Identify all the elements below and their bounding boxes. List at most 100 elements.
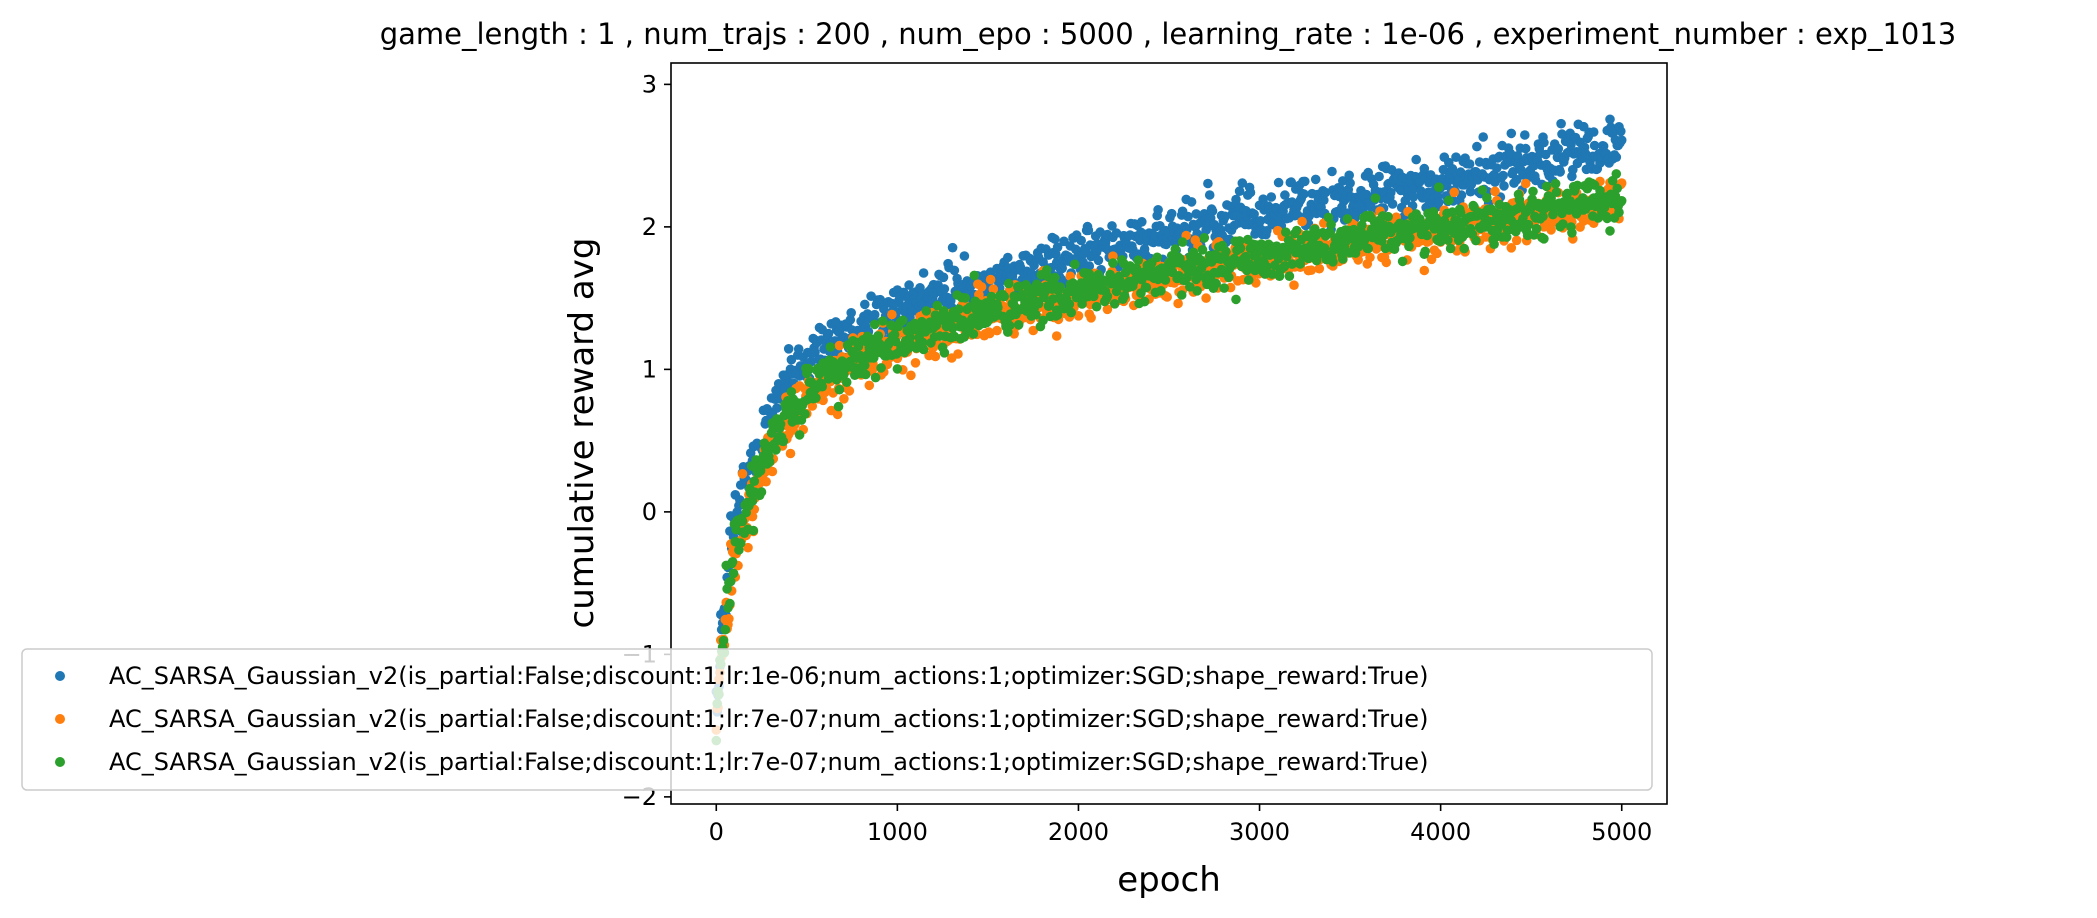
- data-point: [1310, 174, 1321, 185]
- data-point: [1221, 246, 1231, 257]
- data-point: [1327, 166, 1337, 177]
- data-point: [1553, 144, 1564, 154]
- data-point: [825, 342, 836, 352]
- data-point: [1033, 298, 1044, 309]
- data-point: [1344, 170, 1354, 181]
- x-tick-label: 3000: [1229, 818, 1290, 846]
- data-point: [1319, 195, 1329, 205]
- data-point: [1137, 217, 1147, 227]
- data-point: [1541, 181, 1552, 192]
- data-point: [1323, 212, 1334, 223]
- data-point: [731, 524, 741, 535]
- data-point: [1176, 290, 1187, 300]
- data-point: [876, 363, 886, 373]
- data-point: [959, 251, 970, 261]
- data-point: [786, 387, 797, 397]
- data-points-layer: [711, 114, 1627, 746]
- data-point: [1588, 127, 1599, 137]
- data-point: [869, 353, 879, 363]
- data-point: [1602, 213, 1612, 224]
- data-point: [735, 538, 746, 548]
- data-point: [870, 372, 881, 383]
- data-point: [1192, 286, 1202, 296]
- legend: AC_SARSA_Gaussian_v2(is_partial:False;di…: [21, 648, 1653, 791]
- data-point: [1611, 169, 1622, 179]
- data-point: [1556, 118, 1566, 129]
- data-point: [1357, 220, 1367, 230]
- data-point: [1520, 130, 1530, 140]
- data-point: [1161, 239, 1172, 250]
- data-point: [1225, 201, 1236, 212]
- data-point: [905, 332, 915, 343]
- data-point: [1300, 176, 1310, 187]
- data-point: [1186, 197, 1197, 207]
- data-point: [764, 457, 775, 467]
- series-points-3: [711, 169, 1627, 746]
- data-point: [1284, 271, 1295, 282]
- data-point: [1166, 208, 1177, 219]
- data-point: [724, 614, 734, 624]
- data-point: [1091, 301, 1102, 312]
- data-point: [1207, 206, 1218, 216]
- data-point: [1447, 164, 1458, 174]
- x-tick-label: 1000: [867, 818, 928, 846]
- data-point: [1383, 211, 1393, 222]
- data-point: [844, 386, 855, 396]
- data-point: [1434, 197, 1444, 208]
- x-tick-label: 4000: [1410, 818, 1471, 846]
- data-point: [906, 370, 916, 381]
- data-point: [954, 304, 964, 315]
- legend-label: AC_SARSA_Gaussian_v2(is_partial:False;di…: [109, 705, 1428, 733]
- y-tick-label: 0: [642, 498, 657, 526]
- data-point: [793, 344, 804, 354]
- data-point: [1251, 278, 1261, 288]
- data-point: [810, 347, 820, 358]
- data-point: [1419, 163, 1430, 174]
- data-point: [1297, 216, 1307, 227]
- data-point: [892, 364, 903, 374]
- data-point: [811, 393, 821, 403]
- data-point: [1083, 225, 1094, 236]
- data-point: [1231, 294, 1241, 305]
- data-point: [1266, 192, 1277, 202]
- data-point: [1580, 148, 1591, 159]
- data-point: [1404, 241, 1414, 252]
- data-point: [772, 403, 782, 413]
- data-point: [1365, 252, 1375, 263]
- data-point: [969, 270, 980, 281]
- data-point: [1299, 189, 1309, 199]
- data-point: [1345, 178, 1355, 188]
- data-point: [1141, 282, 1152, 293]
- data-point: [1255, 216, 1266, 226]
- data-point: [986, 291, 997, 302]
- data-point: [1328, 257, 1338, 267]
- data-point: [1177, 237, 1188, 247]
- data-point: [1003, 252, 1013, 263]
- data-point: [1237, 178, 1248, 188]
- data-point: [1472, 141, 1482, 152]
- data-point: [1119, 291, 1130, 301]
- data-point: [725, 598, 735, 609]
- data-point: [999, 291, 1009, 302]
- data-point: [1335, 184, 1345, 194]
- data-point: [1550, 178, 1561, 189]
- data-point: [1506, 128, 1517, 139]
- data-point: [1444, 195, 1454, 206]
- data-point: [1512, 151, 1523, 161]
- data-point: [1539, 137, 1549, 148]
- data-point: [1160, 275, 1171, 285]
- data-point: [1342, 214, 1353, 224]
- data-point: [932, 300, 942, 311]
- data-point: [846, 308, 856, 318]
- data-point: [1443, 235, 1453, 245]
- data-point: [1449, 187, 1459, 198]
- data-point: [1434, 182, 1444, 192]
- data-point: [949, 265, 960, 276]
- data-point: [960, 293, 971, 303]
- data-point: [1244, 259, 1255, 269]
- data-point: [771, 445, 781, 455]
- data-point: [1546, 225, 1556, 235]
- x-tick-label: 5000: [1591, 818, 1652, 846]
- data-point: [1052, 242, 1063, 252]
- data-point: [1111, 228, 1122, 238]
